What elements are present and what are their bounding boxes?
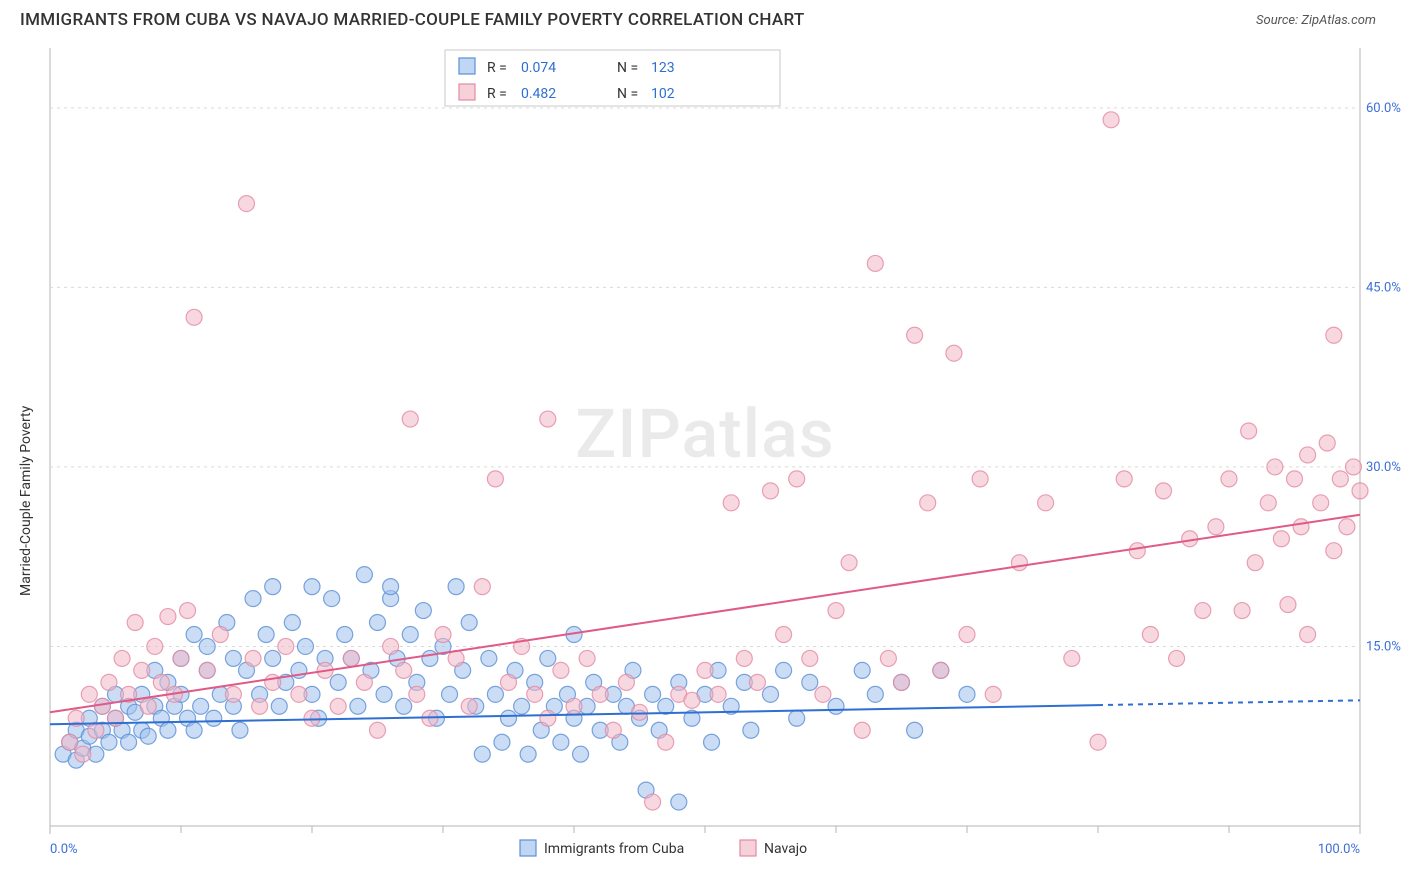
- svg-text:N =: N =: [617, 60, 638, 76]
- svg-text:N =: N =: [617, 86, 638, 102]
- svg-text:60.0%: 60.0%: [1366, 101, 1401, 116]
- svg-text:R =: R =: [487, 86, 507, 102]
- svg-text:123: 123: [651, 60, 675, 76]
- chart-title: IMMIGRANTS FROM CUBA VS NAVAJO MARRIED-C…: [20, 10, 805, 30]
- svg-text:ZIPatlas: ZIPatlas: [575, 394, 835, 474]
- svg-text:0.074: 0.074: [521, 60, 556, 76]
- svg-text:R =: R =: [487, 60, 507, 76]
- svg-text:0.0%: 0.0%: [50, 842, 78, 857]
- svg-text:100.0%: 100.0%: [1318, 842, 1360, 857]
- source-label: Source: ZipAtlas.com: [1256, 13, 1376, 28]
- svg-text:102: 102: [651, 86, 675, 102]
- svg-text:45.0%: 45.0%: [1366, 280, 1401, 295]
- svg-text:15.0%: 15.0%: [1366, 639, 1401, 654]
- correlation-chart: 15.0% 30.0% 45.0% 60.0% 0.0% 100.0% ZIPatlas R …: [0, 36, 1406, 886]
- y-axis-label: Married-Couple Family Poverty: [18, 406, 34, 596]
- svg-text:Immigrants from Cuba: Immigrants from Cuba: [544, 841, 684, 857]
- svg-text:30.0%: 30.0%: [1366, 460, 1401, 475]
- svg-text:0.482: 0.482: [521, 86, 556, 102]
- svg-text:Navajo: Navajo: [764, 841, 807, 857]
